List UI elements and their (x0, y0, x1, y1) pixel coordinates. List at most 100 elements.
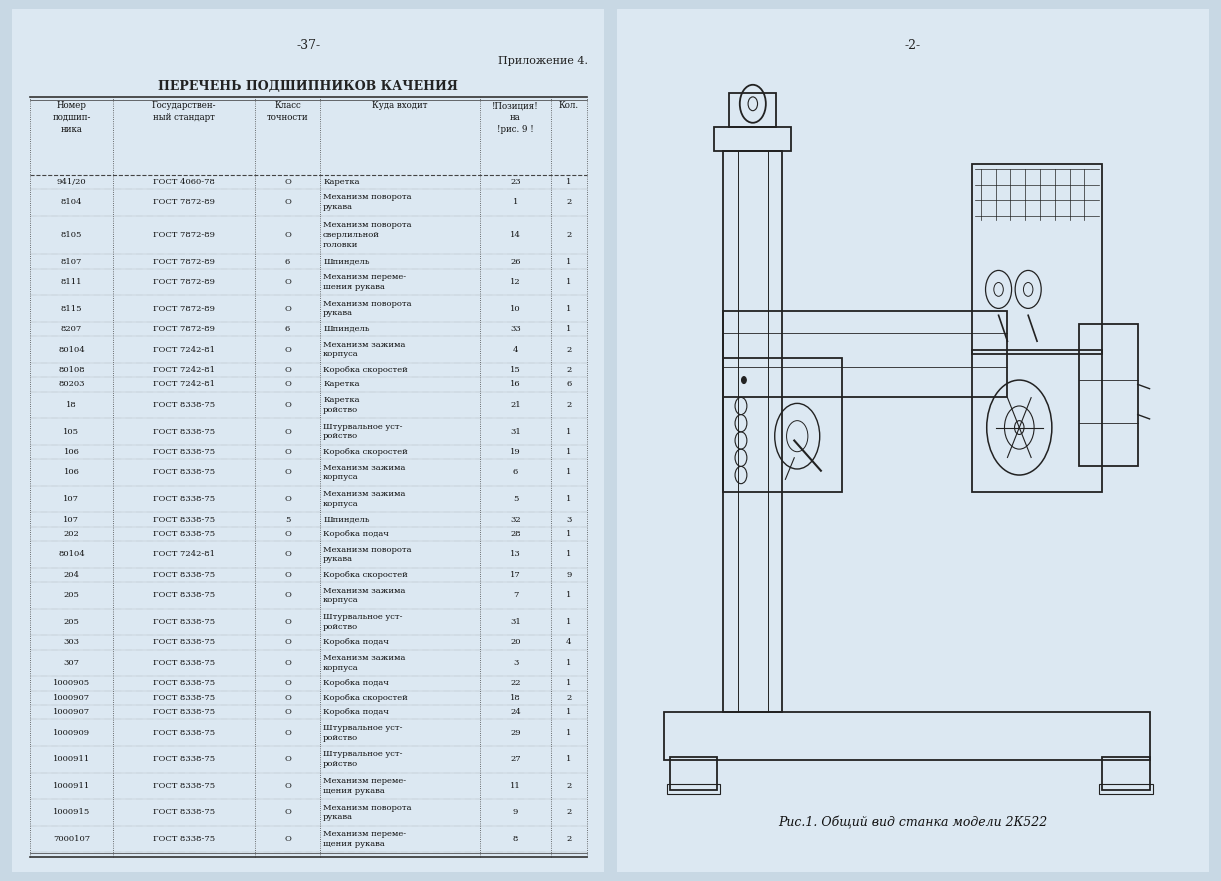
Text: 5: 5 (284, 515, 291, 523)
Text: 11: 11 (510, 781, 521, 790)
Text: -2-: -2- (905, 39, 921, 52)
Text: 14: 14 (510, 231, 521, 239)
Text: ГОСТ 8338-75: ГОСТ 8338-75 (153, 515, 215, 523)
Text: ГОСТ 8338-75: ГОСТ 8338-75 (153, 755, 215, 763)
Text: 2: 2 (567, 781, 571, 790)
Text: 1: 1 (567, 551, 571, 559)
Text: 2: 2 (567, 694, 571, 702)
Bar (714, 127, 791, 152)
Text: Коробка скоростей: Коробка скоростей (324, 448, 408, 456)
Text: О: О (284, 495, 291, 503)
Text: Приложение 4.: Приложение 4. (498, 56, 587, 66)
Bar (723, 152, 783, 713)
Text: 1: 1 (567, 530, 571, 538)
Text: ГОСТ 8338-75: ГОСТ 8338-75 (153, 401, 215, 409)
Text: Коробка подач: Коробка подач (324, 708, 389, 716)
Text: ГОСТ 8338-75: ГОСТ 8338-75 (153, 835, 215, 843)
Text: 21: 21 (510, 401, 521, 409)
Text: Механизм зажима
корпуса: Механизм зажима корпуса (324, 463, 405, 481)
Text: ГОСТ 8338-75: ГОСТ 8338-75 (153, 694, 215, 702)
Text: Механизм зажима
корпуса: Механизм зажима корпуса (324, 490, 405, 508)
Text: 80104: 80104 (59, 345, 84, 353)
Text: ГОСТ 8338-75: ГОСТ 8338-75 (153, 530, 215, 538)
Text: 80104: 80104 (59, 551, 84, 559)
Text: 24: 24 (510, 708, 521, 716)
Text: 19: 19 (510, 448, 521, 456)
Text: 1: 1 (567, 305, 571, 313)
Text: 107: 107 (63, 515, 79, 523)
Text: Механизм поворота
рукава: Механизм поворота рукава (324, 545, 411, 563)
Bar (1099, 784, 1153, 795)
Text: О: О (284, 231, 291, 239)
Text: ГОСТ 7872-89: ГОСТ 7872-89 (153, 257, 215, 265)
Text: Шпиндель: Шпиндель (324, 325, 370, 333)
Text: 1: 1 (567, 469, 571, 477)
Text: О: О (284, 551, 291, 559)
Bar (667, 784, 720, 795)
Text: ГОСТ 8338-75: ГОСТ 8338-75 (153, 679, 215, 687)
Text: ГОСТ 8338-75: ГОСТ 8338-75 (153, 591, 215, 599)
Text: 3: 3 (513, 659, 518, 667)
Text: О: О (284, 729, 291, 737)
Text: 2: 2 (567, 809, 571, 817)
Text: 204: 204 (63, 571, 79, 579)
Text: О: О (284, 571, 291, 579)
Text: 17: 17 (510, 571, 521, 579)
Text: О: О (284, 639, 291, 647)
Text: О: О (284, 781, 291, 790)
Bar (1103, 758, 1150, 790)
Text: 8115: 8115 (61, 305, 82, 313)
Text: Механизм зажима
корпуса: Механизм зажима корпуса (324, 587, 405, 604)
Text: Механизм зажима
корпуса: Механизм зажима корпуса (324, 654, 405, 672)
Text: 2: 2 (567, 401, 571, 409)
Text: ПЕРЕЧЕНЬ ПОДШИПНИКОВ КАЧЕНИЯ: ПЕРЕЧЕНЬ ПОДШИПНИКОВ КАЧЕНИЯ (159, 79, 458, 93)
Text: ГОСТ 8338-75: ГОСТ 8338-75 (153, 639, 215, 647)
Text: ГОСТ 7242-81: ГОСТ 7242-81 (153, 345, 215, 353)
Text: 26: 26 (510, 257, 521, 265)
Text: 8: 8 (513, 835, 518, 843)
Text: 8104: 8104 (61, 198, 82, 206)
Text: ГОСТ 8338-75: ГОСТ 8338-75 (153, 729, 215, 737)
Text: 9: 9 (567, 571, 571, 579)
Text: Каретка: Каретка (324, 178, 360, 186)
Text: Коробка подач: Коробка подач (324, 530, 389, 538)
Text: О: О (284, 427, 291, 435)
Text: 202: 202 (63, 530, 79, 538)
Text: Коробка скоростей: Коробка скоростей (324, 694, 408, 702)
Text: 1: 1 (567, 708, 571, 716)
Text: О: О (284, 178, 291, 186)
Text: О: О (284, 278, 291, 286)
Text: 2: 2 (567, 345, 571, 353)
Text: Штурвальное уст-
ройство: Штурвальное уст- ройство (324, 423, 403, 440)
Text: ГОСТ 7242-81: ГОСТ 7242-81 (153, 366, 215, 374)
Text: Кол.: Кол. (559, 101, 579, 110)
Text: О: О (284, 401, 291, 409)
Text: О: О (284, 659, 291, 667)
Text: 105: 105 (63, 427, 79, 435)
Text: 1: 1 (567, 495, 571, 503)
Text: 31: 31 (510, 618, 521, 626)
Text: Механизм переме-
щения рукава: Механизм переме- щения рукава (324, 830, 407, 848)
Text: 33: 33 (510, 325, 521, 333)
Bar (723, 311, 1007, 397)
Text: Штурвальное уст-
ройство: Штурвальное уст- ройство (324, 751, 403, 768)
Text: ГОСТ 8338-75: ГОСТ 8338-75 (153, 659, 215, 667)
Text: О: О (284, 708, 291, 716)
Text: 205: 205 (63, 591, 79, 599)
Text: 1000907: 1000907 (53, 694, 90, 702)
Text: 2: 2 (567, 198, 571, 206)
Text: ГОСТ 4060-78: ГОСТ 4060-78 (153, 178, 215, 186)
Text: 8105: 8105 (61, 231, 82, 239)
Text: 31: 31 (510, 427, 521, 435)
Bar (723, 359, 841, 492)
Text: О: О (284, 530, 291, 538)
Text: 1000907: 1000907 (53, 708, 90, 716)
Text: 29: 29 (510, 729, 521, 737)
Text: 9: 9 (513, 809, 518, 817)
Text: О: О (284, 448, 291, 456)
Text: О: О (284, 755, 291, 763)
Text: Коробка скоростей: Коробка скоростей (324, 366, 408, 374)
Text: 303: 303 (63, 639, 79, 647)
Text: Шпиндель: Шпиндель (324, 515, 370, 523)
Circle shape (741, 376, 746, 383)
